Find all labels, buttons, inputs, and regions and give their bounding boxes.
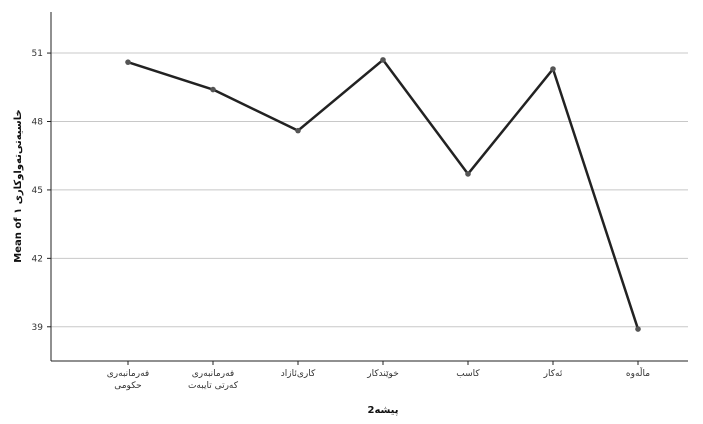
axes: [50, 12, 688, 362]
data-point: [125, 59, 131, 65]
x-tick-labels: فەرمانبەری حکومی فەرمانبەری کەرتی تایبەت کار…: [107, 361, 650, 391]
y-tick-label: 45: [32, 186, 43, 196]
data-point: [380, 57, 386, 63]
gridlines: [51, 52, 688, 328]
y-axis-title: Mean of خاسیەتی‌تەواوکاری ١: [13, 109, 24, 262]
x-axis-title: پیشە2: [367, 405, 398, 416]
y-tick-label: 39: [32, 323, 44, 333]
x-tick-label: ئەکار: [543, 369, 563, 379]
y-tick-label: 42: [32, 254, 43, 264]
x-tick-label: فەرمانبەری کەرتی تایبەت: [188, 369, 239, 391]
series-line: [127, 58, 640, 330]
y-tick-label: 48: [32, 117, 44, 127]
y-tick-labels: 39 42 45 48 51: [32, 49, 51, 333]
x-tick-label: خوێندکار: [366, 369, 399, 379]
data-point: [295, 127, 301, 134]
x-tick-label: کاسب: [456, 369, 480, 379]
data-point: [635, 326, 641, 332]
x-tick-label: فەرمانبەری حکومی: [107, 369, 149, 391]
data-point: [465, 171, 471, 177]
x-tick-label: ماڵەوە: [626, 367, 650, 379]
x-tick-label: کاری‌ئازاد: [281, 369, 316, 379]
y-tick-label: 51: [32, 49, 43, 59]
data-point: [210, 86, 216, 93]
series: [125, 57, 641, 332]
data-point: [550, 66, 556, 72]
